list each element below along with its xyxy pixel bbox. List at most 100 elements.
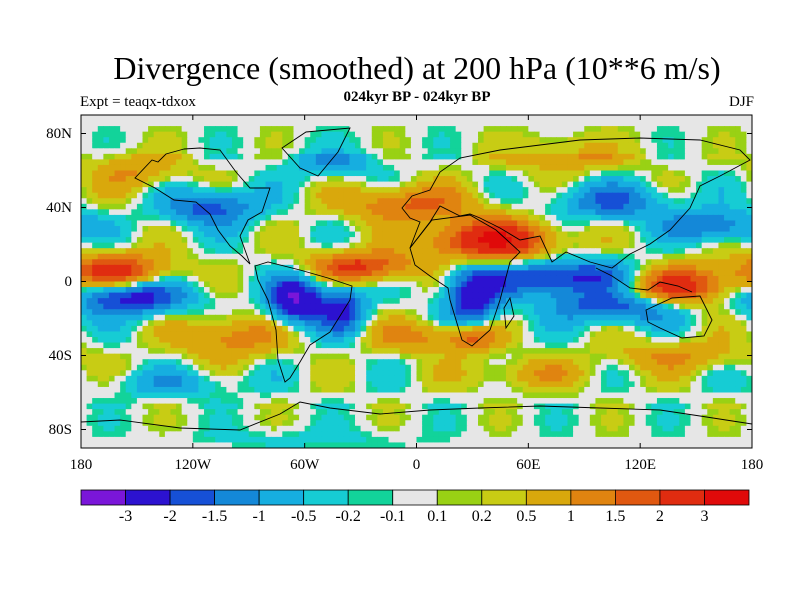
field-cell xyxy=(377,242,384,249)
field-cell xyxy=(170,325,177,333)
field-cell xyxy=(584,331,591,338)
field-cell xyxy=(601,209,608,216)
field-cell xyxy=(388,331,395,338)
field-cell xyxy=(388,192,395,199)
field-cell xyxy=(634,142,641,149)
field-cell xyxy=(103,292,110,299)
field-cell xyxy=(254,292,261,299)
field-cell xyxy=(522,203,529,210)
field-cell xyxy=(478,337,485,344)
field-cell xyxy=(679,226,686,233)
field-cell xyxy=(690,337,697,344)
field-cell xyxy=(724,237,731,244)
field-cell xyxy=(287,292,295,299)
field-cell xyxy=(293,126,300,133)
field-cell xyxy=(237,303,244,310)
field-cell xyxy=(578,192,585,199)
field-cell xyxy=(729,303,736,310)
field-cell xyxy=(405,320,412,327)
field-cell xyxy=(735,148,742,155)
field-cell xyxy=(522,275,529,283)
field-cell xyxy=(276,209,283,216)
field-cell xyxy=(215,325,222,333)
field-cell xyxy=(187,237,194,244)
field-cell xyxy=(696,120,703,127)
field-cell xyxy=(550,120,557,127)
field-cell xyxy=(97,181,104,188)
field-cell xyxy=(416,203,423,210)
field-cell xyxy=(466,203,474,210)
field-cell xyxy=(237,148,244,155)
field-cell xyxy=(259,170,267,177)
field-cell xyxy=(349,314,356,321)
field-cell xyxy=(528,120,535,127)
field-cell xyxy=(276,281,283,288)
field-cell xyxy=(159,214,166,222)
field-cell xyxy=(315,148,323,155)
field-cell xyxy=(427,203,434,210)
field-cell xyxy=(304,331,311,338)
field-cell xyxy=(701,264,708,271)
field-cell xyxy=(120,331,127,338)
field-cell xyxy=(388,137,395,144)
field-cell xyxy=(645,264,652,271)
field-cell xyxy=(187,253,194,260)
field-cell xyxy=(567,214,574,222)
field-cell xyxy=(377,164,384,172)
field-cell xyxy=(332,242,339,249)
field-cell xyxy=(237,153,244,160)
field-cell xyxy=(478,137,485,144)
field-cell xyxy=(360,253,367,260)
field-cell xyxy=(472,159,479,166)
field-cell xyxy=(589,303,597,310)
field-cell xyxy=(656,303,664,310)
field-cell xyxy=(215,248,222,255)
field-cell xyxy=(707,153,714,160)
field-cell xyxy=(81,137,88,144)
field-cell xyxy=(483,281,490,288)
field-cell xyxy=(204,275,211,283)
field-cell xyxy=(528,126,535,133)
field-cell xyxy=(360,170,367,177)
field-cell xyxy=(360,292,367,299)
field-cell xyxy=(561,176,569,183)
field-cell xyxy=(628,337,636,344)
field-cell xyxy=(461,192,468,199)
field-cell xyxy=(690,192,697,199)
field-cell xyxy=(332,314,339,321)
field-cell xyxy=(679,153,686,160)
field-cell xyxy=(522,248,529,255)
field-cell xyxy=(92,187,99,194)
field-cell xyxy=(231,242,239,249)
field-cell xyxy=(444,237,451,244)
field-cell xyxy=(354,115,362,122)
field-cell xyxy=(343,176,350,183)
field-cell xyxy=(103,148,110,155)
field-cell xyxy=(556,331,563,338)
field-cell xyxy=(517,220,524,227)
field-cell xyxy=(645,220,652,227)
field-cell xyxy=(634,331,641,338)
field-cell xyxy=(550,298,557,305)
field-cell xyxy=(645,292,652,299)
field-cell xyxy=(539,159,546,166)
field-cell xyxy=(640,309,647,316)
field-cell xyxy=(545,214,552,222)
field-cell xyxy=(584,203,591,210)
field-cell xyxy=(601,226,608,233)
field-cell xyxy=(187,126,194,133)
field-cell xyxy=(360,131,367,138)
field-cell xyxy=(707,115,714,122)
field-cell xyxy=(483,187,490,194)
field-cell xyxy=(259,181,267,188)
field-cell xyxy=(494,137,501,144)
field-cell xyxy=(282,153,289,160)
field-cell xyxy=(673,159,680,166)
field-cell xyxy=(254,325,261,333)
field-cell xyxy=(131,214,138,222)
field-cell xyxy=(478,148,485,155)
field-cell xyxy=(310,159,317,166)
field-cell xyxy=(209,320,216,327)
field-cell xyxy=(299,287,306,294)
field-cell xyxy=(735,309,742,316)
